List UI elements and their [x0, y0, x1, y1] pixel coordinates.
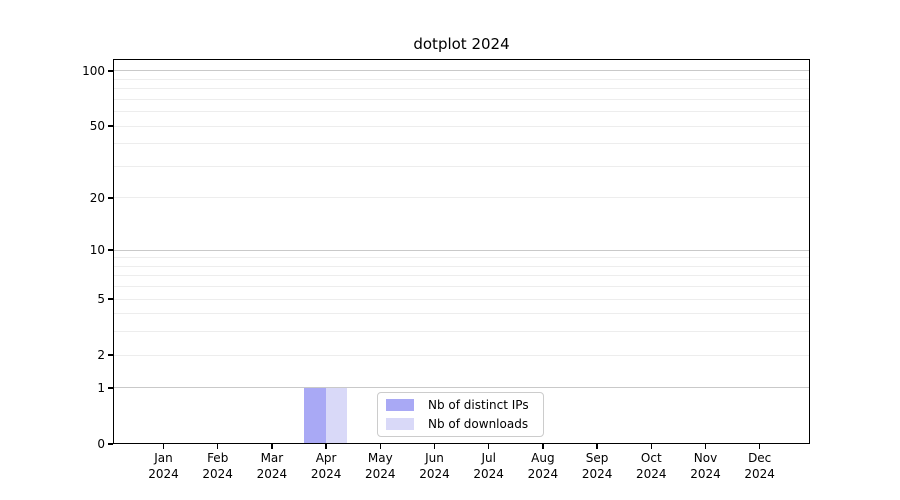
x-tick-month: Oct — [640, 451, 662, 465]
gridline-minor — [114, 125, 809, 127]
x-tick — [542, 444, 544, 449]
x-tick-label: Jul 2024 — [461, 450, 517, 482]
x-tick-year: 2024 — [744, 467, 775, 481]
x-tick-month: Jan — [154, 451, 173, 465]
x-tick-month: Jun — [425, 451, 444, 465]
legend-swatch-downloads — [386, 418, 414, 430]
legend-entry-downloads: Nb of downloads — [386, 417, 535, 432]
x-tick-label: Dec 2024 — [732, 450, 788, 482]
gridline-minor — [114, 78, 809, 80]
gridline-minor — [114, 257, 809, 259]
gridline-minor — [114, 298, 809, 300]
x-tick — [758, 444, 761, 449]
x-tick-year: 2024 — [581, 467, 613, 481]
x-tick-label: Oct 2024 — [623, 450, 679, 482]
gridline-major — [114, 70, 809, 72]
x-tick-year: 2024 — [690, 467, 721, 481]
y-tick-label: 0 — [97, 437, 105, 451]
gridline-minor — [114, 88, 809, 90]
legend: Nb of distinct IPs Nb of downloads — [377, 392, 544, 437]
x-tick — [271, 444, 273, 449]
gridline-major — [114, 249, 809, 251]
gridline-minor — [114, 165, 809, 167]
gridline-major — [114, 387, 809, 389]
x-tick-label: Aug 2024 — [515, 450, 571, 482]
y-tick-label: 1 — [97, 380, 105, 395]
x-tick-month: Dec — [748, 451, 772, 465]
x-tick-month: Feb — [207, 451, 229, 465]
gridline-minor — [114, 98, 809, 100]
x-tick-label: May 2024 — [352, 450, 408, 482]
gridline-minor — [114, 111, 809, 113]
x-tick — [487, 444, 490, 449]
y-tick-label: 2 — [97, 348, 105, 363]
gridline-minor — [114, 265, 809, 267]
bar-nb-of-downloads-apr-2024 — [325, 388, 348, 443]
x-tick — [325, 444, 327, 449]
y-tick-label: 5 — [97, 292, 105, 307]
bar-nb-of-distinct-ips-apr-2024 — [304, 388, 326, 443]
x-tick-label: Nov 2024 — [678, 450, 734, 482]
gridline-minor — [114, 354, 809, 356]
y-tick — [108, 298, 113, 300]
legend-swatch-distinct-ips — [386, 399, 414, 411]
x-tick-year: 2024 — [419, 467, 450, 481]
x-tick-label: Jan 2024 — [136, 450, 192, 482]
x-tick-year: 2024 — [527, 467, 559, 481]
y-tick-label: 10 — [89, 243, 105, 258]
x-tick-label: Sep 2024 — [569, 450, 625, 482]
x-tick-year: 2024 — [365, 467, 396, 481]
y-tick-label: 50 — [89, 119, 105, 134]
y-tick — [108, 443, 113, 445]
x-tick-label: Feb 2024 — [190, 450, 246, 482]
chart-title: dotplot 2024 — [413, 35, 510, 53]
x-tick — [433, 444, 436, 449]
x-tick-month: Nov — [693, 451, 718, 465]
x-tick-month: Aug — [531, 451, 555, 465]
y-tick — [108, 125, 113, 127]
x-tick-year: 2024 — [148, 467, 179, 481]
gridline-minor — [114, 286, 809, 288]
legend-label-downloads: Nb of downloads — [428, 416, 529, 431]
gridline-minor — [114, 331, 809, 333]
x-tick-month: Mar — [260, 451, 284, 465]
x-tick-month: Sep — [585, 451, 609, 465]
x-tick-year: 2024 — [473, 467, 504, 481]
legend-label-distinct-ips: Nb of distinct IPs — [428, 397, 529, 412]
x-tick-label: Apr 2024 — [298, 450, 354, 482]
x-tick-month: May — [367, 451, 393, 465]
gridline-minor — [114, 143, 809, 145]
plot-area — [113, 59, 810, 444]
y-tick — [108, 354, 113, 356]
x-tick — [650, 444, 653, 449]
y-tick-label: 100 — [82, 63, 105, 78]
x-tick — [216, 444, 219, 449]
x-tick — [596, 444, 598, 449]
y-tick — [108, 197, 113, 199]
x-tick-label: Jun 2024 — [407, 450, 463, 482]
y-tick-label: 20 — [89, 190, 105, 205]
x-tick — [162, 444, 165, 449]
y-tick — [108, 70, 113, 72]
x-tick-year: 2024 — [310, 467, 342, 481]
x-tick-label: Mar 2024 — [244, 450, 300, 482]
gridline-minor — [114, 197, 809, 199]
legend-entry-distinct-ips: Nb of distinct IPs — [386, 398, 535, 413]
gridline-minor — [114, 313, 809, 315]
x-tick-year: 2024 — [636, 467, 667, 481]
y-tick — [108, 387, 113, 389]
x-tick-month: Apr — [315, 451, 337, 465]
x-tick — [379, 444, 382, 449]
x-tick-month: Jul — [481, 451, 496, 465]
x-tick-year: 2024 — [202, 467, 233, 481]
gridline-minor — [114, 275, 809, 277]
x-tick-year: 2024 — [256, 467, 288, 481]
x-tick — [704, 444, 707, 449]
y-tick — [108, 249, 113, 251]
